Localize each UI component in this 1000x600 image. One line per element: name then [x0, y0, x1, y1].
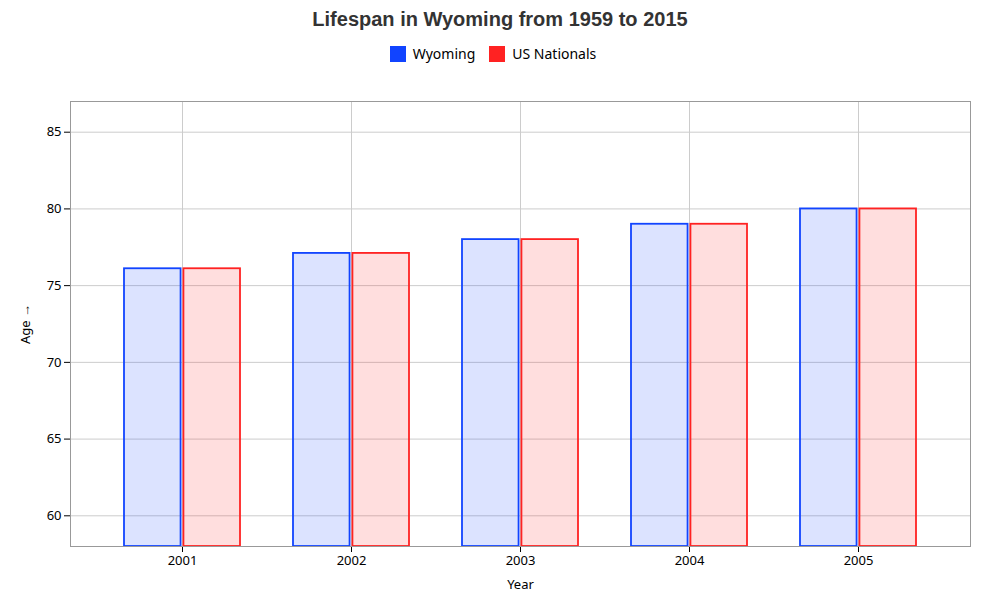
svg-text:2002: 2002 — [337, 551, 367, 569]
html-text:Lifespan in Wyoming from 1959: Lifespan in Wyoming from 1959 to 2015 — [312, 8, 688, 30]
html-text:Wyoming: Wyoming — [412, 44, 476, 63]
svg-text:80: 80 — [47, 199, 62, 217]
svg-text:2001: 2001 — [168, 551, 198, 569]
svg-text:Age →: Age → — [16, 304, 34, 344]
html-text:US Nationals: US Nationals — [512, 44, 597, 63]
svg-text:75: 75 — [47, 276, 62, 294]
svg-text:65: 65 — [47, 429, 62, 447]
svg-text:70: 70 — [47, 353, 62, 371]
svg-text:2004: 2004 — [675, 551, 705, 569]
svg-text:85: 85 — [47, 122, 62, 140]
svg-text:2005: 2005 — [844, 551, 874, 569]
svg-text:2003: 2003 — [506, 551, 536, 569]
svg-text:Year: Year — [507, 575, 534, 593]
svg-text:60: 60 — [47, 506, 62, 524]
